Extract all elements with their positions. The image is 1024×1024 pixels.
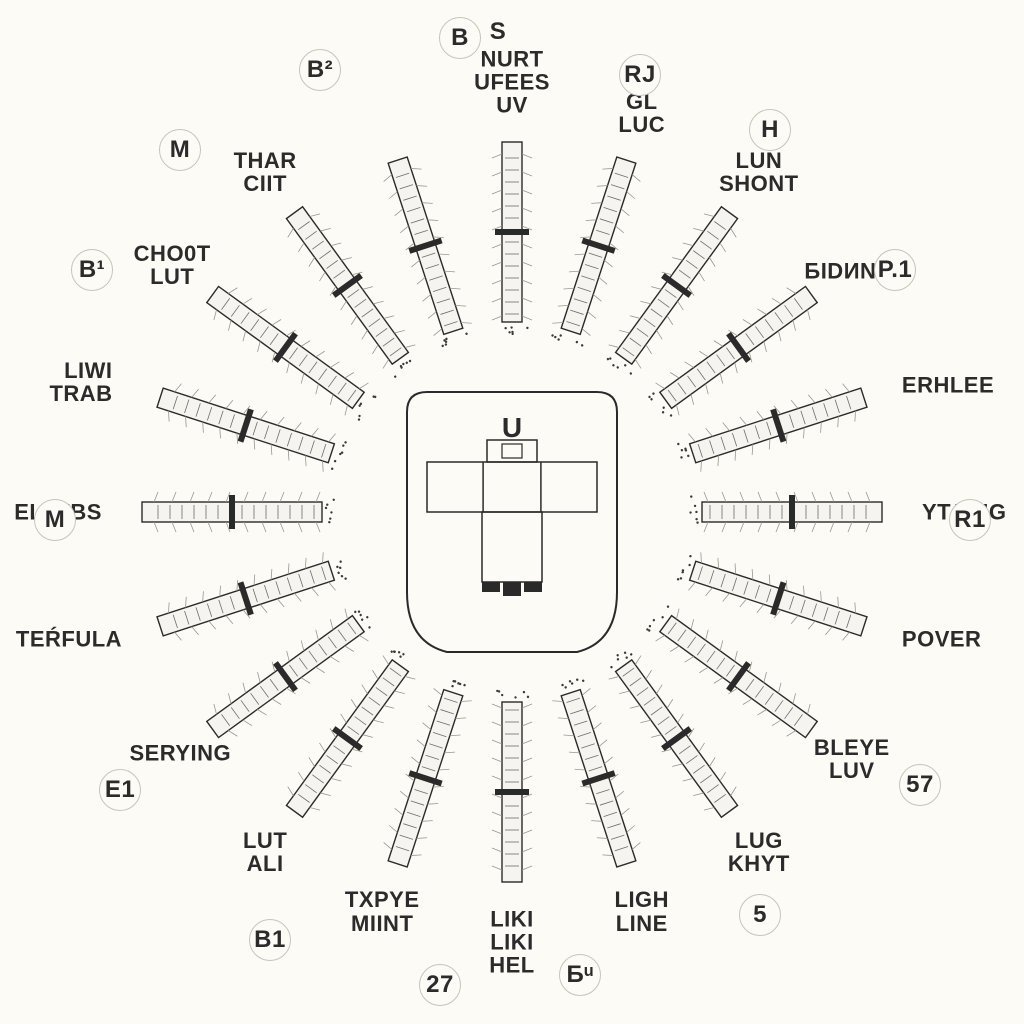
outer-marker-label: 27 (426, 971, 454, 999)
spoke-label: TXPYE MIINT (345, 888, 420, 934)
outer-marker-label: RJ (624, 61, 656, 89)
outer-marker-label: E1 (105, 776, 135, 804)
spoke (379, 675, 477, 870)
spoke-label: LIGH LINE (615, 888, 670, 934)
outer-marker-label: Бᵘ (566, 961, 593, 989)
spoke (675, 548, 870, 646)
spoke (492, 142, 532, 335)
spoke-label: БIDИNI (804, 259, 883, 282)
outer-marker-label: B¹ (79, 256, 105, 284)
spoke (379, 154, 476, 349)
spoke (674, 379, 870, 477)
outer-marker-label: M (170, 136, 191, 164)
spoke-label: ERHLEE (902, 374, 994, 397)
spoke (142, 492, 335, 532)
spoke-label: LUN SHONT (719, 149, 799, 195)
diagram-svg (0, 0, 1024, 1024)
outer-marker-label: P.1 (878, 256, 912, 284)
spoke (154, 379, 348, 476)
outer-marker-label: 5 (753, 901, 767, 929)
outer-marker-label: B² (307, 56, 333, 84)
outer-marker-label: B1 (254, 926, 286, 954)
spoke-label: POVER (902, 627, 982, 650)
spoke-label: SERYING (129, 741, 231, 764)
spoke-label: LUT ALI (243, 829, 287, 875)
outer-marker-label: S (490, 18, 507, 46)
spoke-label: THAR CIIT (234, 149, 297, 195)
outer-marker-label: M (45, 506, 66, 534)
spoke-label: NURT UFEES UV (474, 47, 550, 116)
spoke-label: TEŔFULA (16, 627, 122, 650)
center-label: U (502, 412, 522, 444)
spoke (492, 690, 532, 882)
radial-diagram: U NURT UFEES UV GL LUC LUN SHONT БIDИNI ERHLE… (0, 0, 1024, 1024)
spoke-label: CHO0T LUT (134, 242, 211, 288)
spoke (154, 548, 350, 646)
outer-marker-label: B (451, 24, 469, 52)
spoke-label: LIWI TRAB (49, 359, 112, 405)
spoke-label: LUG KHYT (728, 829, 790, 875)
spoke (548, 675, 645, 870)
spoke-label: BLEYE LUV (814, 736, 890, 782)
outer-marker-label: 57 (906, 771, 934, 799)
outer-marker-label: H (761, 116, 779, 144)
spoke (548, 154, 646, 350)
spoke (689, 492, 882, 532)
outer-marker-label: R1 (954, 506, 986, 534)
spoke-label: LIKI LIKI HEL (489, 907, 535, 976)
spoke-label: GL LUC (618, 89, 665, 135)
